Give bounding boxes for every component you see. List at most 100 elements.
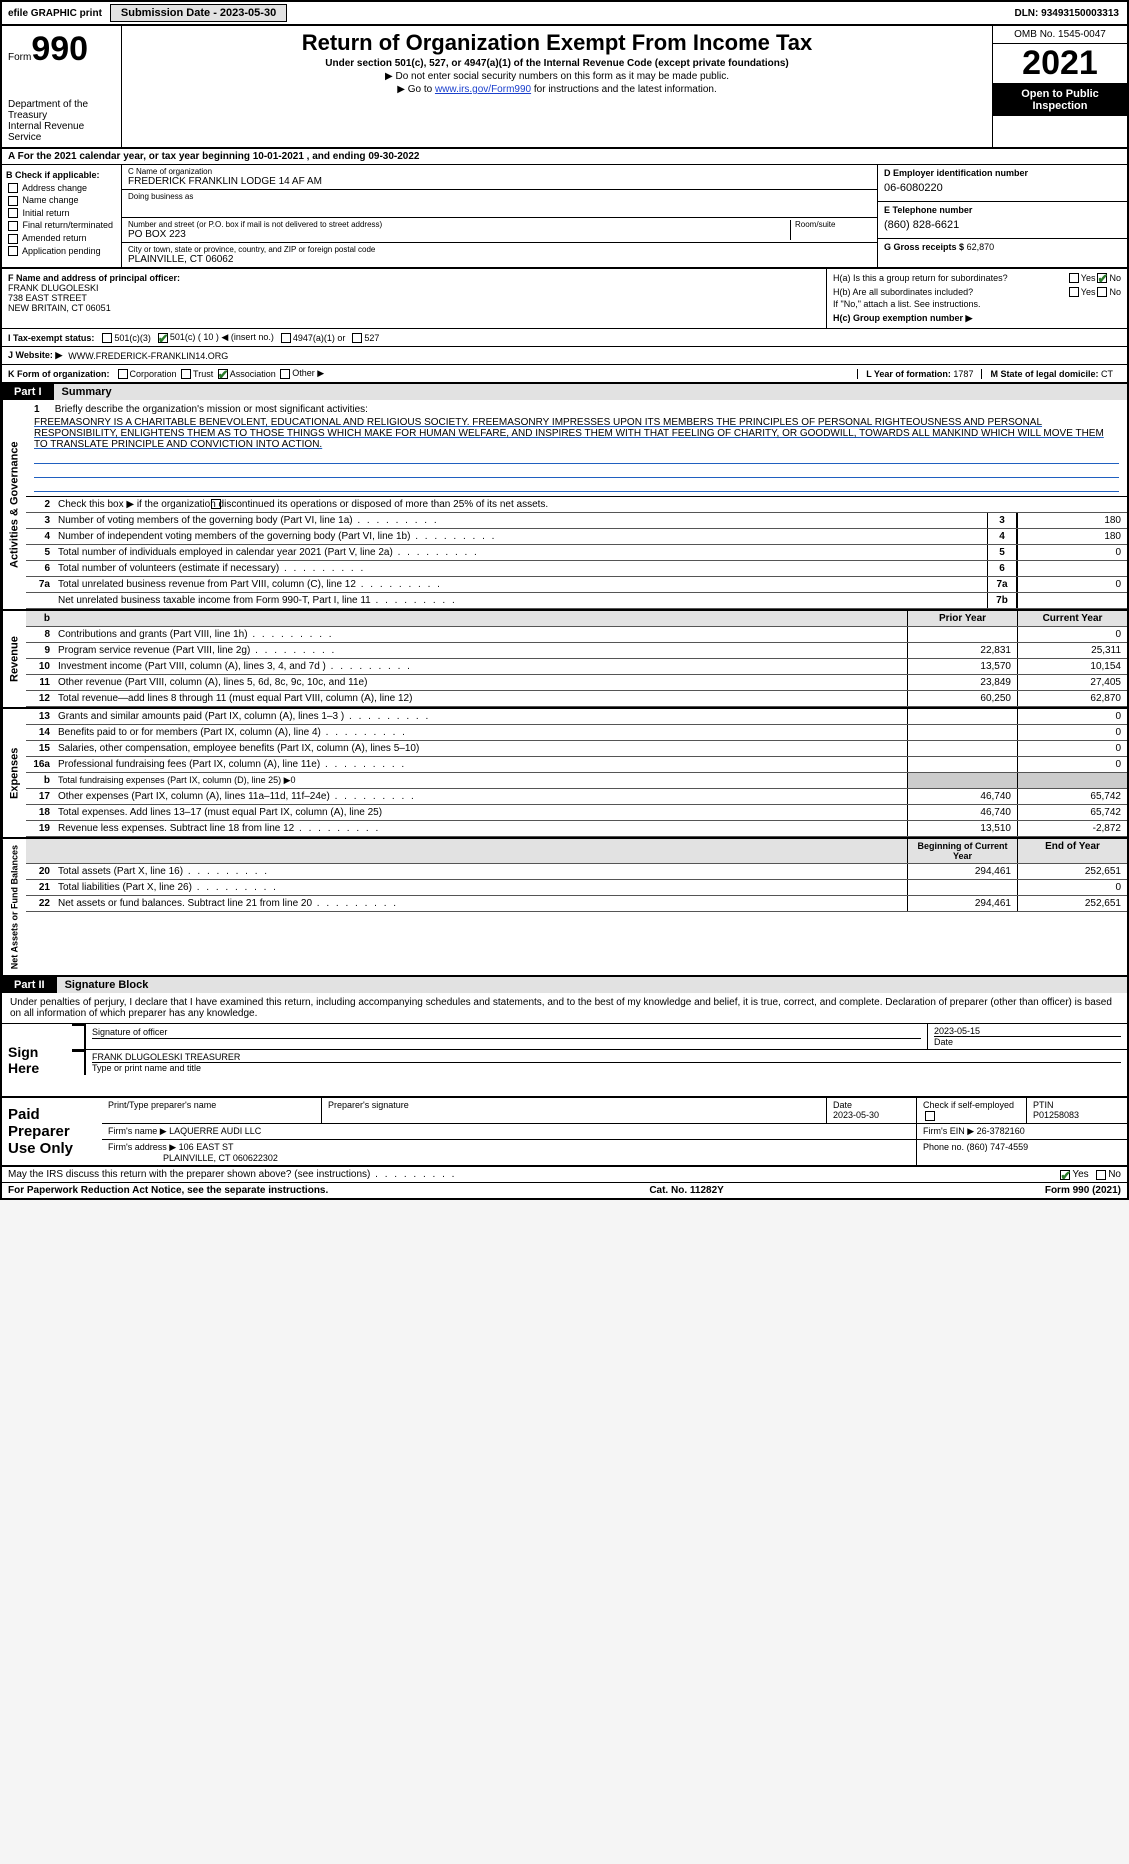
org-name-label: C Name of organization [128, 167, 871, 176]
open-to-public: Open to Public Inspection [993, 84, 1127, 116]
officer-name-label: Type or print name and title [92, 1062, 1121, 1073]
form-header: Form990 Department of the Treasury Inter… [2, 26, 1127, 149]
part2-tab: Part II [2, 977, 57, 993]
cat-no: Cat. No. 11282Y [649, 1185, 723, 1196]
entity-block: B Check if applicable: Address change Na… [2, 165, 1127, 269]
firm-name: LAQUERRE AUDI LLC [169, 1126, 261, 1136]
ck-501c3[interactable] [102, 333, 112, 343]
room-label: Room/suite [795, 220, 871, 229]
section-revenue: Revenue bPrior YearCurrent Year 8Contrib… [2, 611, 1127, 709]
ck-final-return[interactable] [8, 221, 18, 231]
officer-name: FRANK DLUGOLESKI TREASURER [92, 1052, 1121, 1062]
principal-officer: F Name and address of principal officer:… [2, 269, 827, 328]
line3-value: 180 [1017, 513, 1127, 528]
row-a-tax-year: A For the 2021 calendar year, or tax yea… [2, 149, 1127, 165]
ck-4947[interactable] [281, 333, 291, 343]
sign-date: 2023-05-15 [934, 1026, 1121, 1036]
hb-yes[interactable] [1069, 287, 1079, 297]
footer-bar: For Paperwork Reduction Act Notice, see … [2, 1183, 1127, 1198]
i-label: I Tax-exempt status: [8, 333, 94, 343]
line17-py: 46,740 [907, 789, 1017, 804]
line8-cy: 0 [1017, 627, 1127, 642]
col-b-header: B Check if applicable: [6, 169, 117, 182]
firm-ein: 26-3782160 [977, 1126, 1025, 1136]
part2-title: Signature Block [57, 977, 1127, 993]
prep-date: 2023-05-30 [833, 1110, 879, 1120]
form-page: efile GRAPHIC print Submission Date - 20… [0, 0, 1129, 1200]
ck-address-change[interactable] [8, 183, 18, 193]
row-k: K Form of organization: Corporation Trus… [2, 365, 1127, 384]
mission-block: 1 Briefly describe the organization's mi… [26, 400, 1127, 497]
discuss-row: May the IRS discuss this return with the… [2, 1167, 1127, 1183]
ein-value: 06-6080220 [884, 178, 1121, 198]
hb-label: H(b) Are all subordinates included? [833, 287, 1067, 297]
line14-cy: 0 [1017, 725, 1127, 740]
ck-name-change[interactable] [8, 196, 18, 206]
ck-application-pending[interactable] [8, 246, 18, 256]
sign-here-label: Sign Here [2, 1024, 72, 1096]
ptin: P01258083 [1033, 1110, 1079, 1120]
arrow-icon [72, 1050, 86, 1075]
line15-cy: 0 [1017, 741, 1127, 756]
year-formation: 1787 [953, 369, 973, 379]
addr-label: Number and street (or P.O. box if mail i… [128, 220, 786, 229]
city-value: PLAINVILLE, CT 06062 [128, 254, 871, 265]
ck-trust[interactable] [181, 369, 191, 379]
ha-no[interactable] [1097, 273, 1107, 283]
section-expenses: Expenses 13Grants and similar amounts pa… [2, 709, 1127, 839]
paid-preparer-block: Paid Preparer Use Only Print/Type prepar… [2, 1098, 1127, 1167]
phone-label: E Telephone number [884, 205, 1121, 215]
f-addr2: NEW BRITAIN, CT 06051 [8, 303, 820, 313]
line7b-value [1017, 593, 1127, 608]
mission-label: Briefly describe the organization's miss… [55, 404, 368, 415]
efile-label: efile GRAPHIC print [2, 6, 108, 21]
header-left: Form990 Department of the Treasury Inter… [2, 26, 122, 147]
submission-date-button[interactable]: Submission Date - 2023-05-30 [110, 4, 287, 22]
dept-irs: Internal Revenue Service [8, 121, 115, 143]
begin-year-hdr: Beginning of Current Year [907, 839, 1017, 863]
line9-cy: 25,311 [1017, 643, 1127, 658]
ck-assoc[interactable] [218, 369, 228, 379]
ck-501c[interactable] [158, 333, 168, 343]
sig-officer-label: Signature of officer [92, 1027, 167, 1037]
line17-cy: 65,742 [1017, 789, 1127, 804]
line13-cy: 0 [1017, 709, 1127, 724]
part1-tab: Part I [2, 384, 54, 400]
ck-other[interactable] [280, 369, 290, 379]
k-label: K Form of organization: [8, 369, 110, 379]
line19-cy: -2,872 [1017, 821, 1127, 836]
row-j: J Website: ▶ WWW.FREDERICK-FRANKLIN14.OR… [2, 347, 1127, 365]
ck-initial-return[interactable] [8, 208, 18, 218]
f-name: FRANK DLUGOLESKI [8, 283, 820, 293]
header-right: OMB No. 1545-0047 2021 Open to Public In… [992, 26, 1127, 147]
ck-discontinued[interactable] [211, 499, 221, 509]
mission-text: FREEMASONRY IS A CHARITABLE BENEVOLENT, … [34, 417, 1119, 450]
ck-self-employed[interactable] [925, 1111, 935, 1121]
date-label: Date [934, 1036, 1121, 1047]
gross-label: G Gross receipts $ [884, 242, 964, 252]
ha-yes[interactable] [1069, 273, 1079, 283]
discuss-question: May the IRS discuss this return with the… [8, 1169, 1058, 1180]
hb-no[interactable] [1097, 287, 1107, 297]
col-c-identity: C Name of organization FREDERICK FRANKLI… [122, 165, 877, 267]
tax-year: 2021 [993, 44, 1127, 84]
discuss-no[interactable] [1096, 1170, 1106, 1180]
header-sub2: ▶ Do not enter social security numbers o… [130, 71, 984, 82]
ck-amended-return[interactable] [8, 234, 18, 244]
ck-corp[interactable] [118, 369, 128, 379]
line10-cy: 10,154 [1017, 659, 1127, 674]
dln-label: DLN: 93493150003313 [1006, 6, 1127, 21]
side-governance: Activities & Governance [2, 400, 26, 609]
col-b-checkboxes: B Check if applicable: Address change Na… [2, 165, 122, 267]
header-middle: Return of Organization Exempt From Incom… [122, 26, 992, 147]
line12-py: 60,250 [907, 691, 1017, 706]
discuss-yes[interactable] [1060, 1170, 1070, 1180]
signature-intro: Under penalties of perjury, I declare th… [2, 993, 1127, 1024]
ck-527[interactable] [352, 333, 362, 343]
line12-cy: 62,870 [1017, 691, 1127, 706]
irs-link[interactable]: www.irs.gov/Form990 [435, 84, 531, 95]
line5-value: 0 [1017, 545, 1127, 560]
prep-sig-label: Preparer's signature [322, 1098, 827, 1123]
part1-title: Summary [54, 384, 1127, 400]
hc-label: H(c) Group exemption number ▶ [833, 313, 1121, 324]
